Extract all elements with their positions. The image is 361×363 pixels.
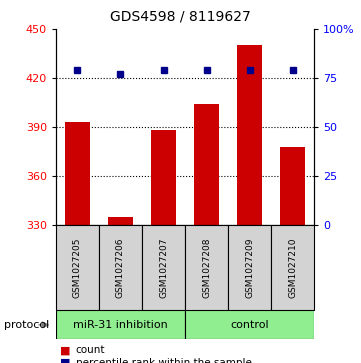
- Text: count: count: [76, 345, 105, 355]
- Text: GDS4598 / 8119627: GDS4598 / 8119627: [110, 9, 251, 23]
- Text: miR-31 inhibition: miR-31 inhibition: [73, 320, 168, 330]
- Bar: [185, 310, 314, 339]
- Text: ■: ■: [60, 358, 70, 363]
- Bar: [99, 225, 142, 310]
- Bar: [108, 217, 134, 225]
- Text: percentile rank within the sample: percentile rank within the sample: [76, 358, 252, 363]
- Text: GSM1027207: GSM1027207: [159, 237, 168, 298]
- Bar: [237, 45, 262, 225]
- Bar: [271, 225, 314, 310]
- Text: GSM1027205: GSM1027205: [73, 237, 82, 298]
- Text: GSM1027209: GSM1027209: [245, 237, 254, 298]
- Bar: [228, 225, 271, 310]
- Bar: [151, 130, 177, 225]
- Text: protocol: protocol: [4, 320, 49, 330]
- Bar: [56, 310, 185, 339]
- Bar: [185, 225, 228, 310]
- Text: GSM1027208: GSM1027208: [202, 237, 211, 298]
- Text: GSM1027206: GSM1027206: [116, 237, 125, 298]
- Text: control: control: [230, 320, 269, 330]
- Bar: [193, 104, 219, 225]
- Bar: [142, 225, 185, 310]
- Bar: [65, 122, 90, 225]
- Bar: [56, 225, 99, 310]
- Text: ■: ■: [60, 345, 70, 355]
- Bar: [280, 147, 305, 225]
- Text: GSM1027210: GSM1027210: [288, 237, 297, 298]
